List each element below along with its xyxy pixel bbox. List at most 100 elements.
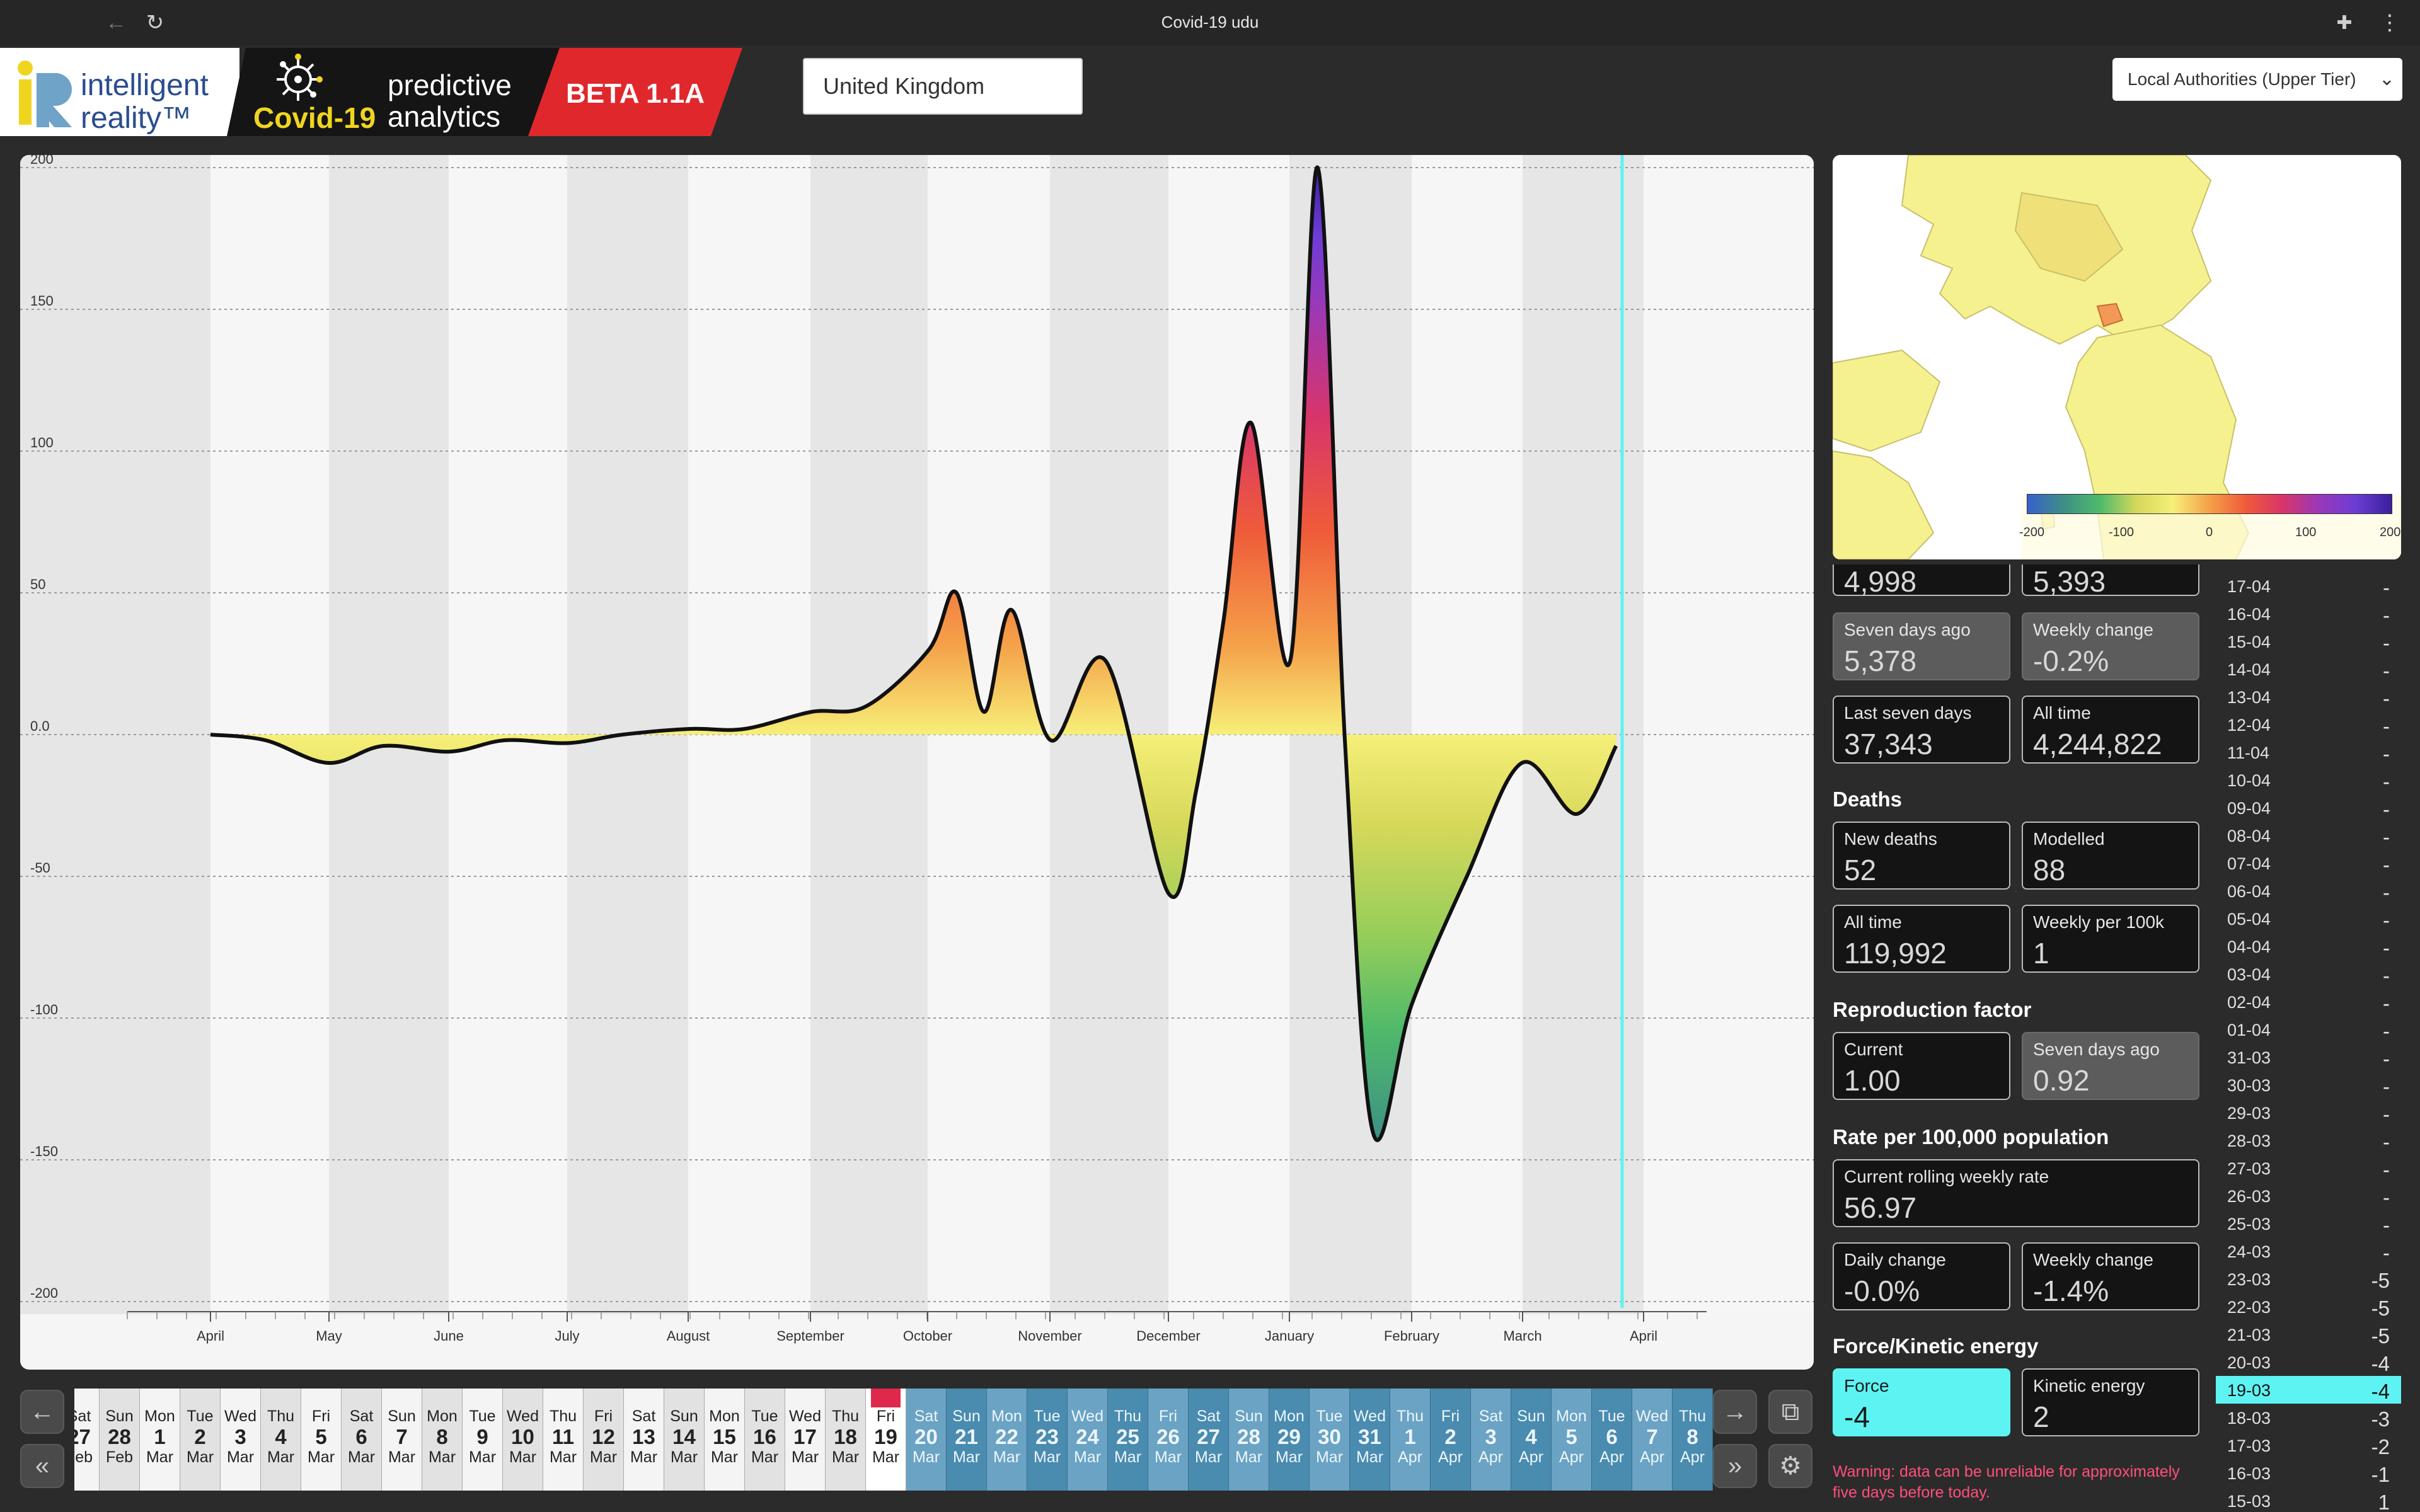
timeline-day[interactable]: Mon 22 Mar	[987, 1389, 1027, 1491]
map-region-northern-ireland[interactable]	[1833, 349, 1941, 452]
list-item[interactable]: 16-03 -1	[2216, 1459, 2401, 1487]
list-item[interactable]: 15-04 -	[2216, 627, 2401, 655]
timeline-day[interactable]: Thu 8 Apr	[1673, 1389, 1713, 1491]
list-item[interactable]: 01-04 -	[2216, 1016, 2401, 1043]
list-item[interactable]: 16-04 -	[2216, 600, 2401, 627]
timeline-day[interactable]: Sat 6 Mar	[342, 1389, 382, 1491]
list-item[interactable]: 17-04 -	[2216, 572, 2401, 600]
jump-forward-button[interactable]: »	[1713, 1444, 1757, 1488]
timeline-day[interactable]: Sun 28 Feb	[100, 1389, 140, 1491]
map-region-ireland[interactable]	[1833, 450, 1935, 559]
list-item[interactable]: 23-03 -5	[2216, 1265, 2401, 1293]
timeline-day[interactable]: Tue 30 Mar	[1310, 1389, 1350, 1491]
list-item[interactable]: 30-03 -	[2216, 1071, 2401, 1099]
list-item[interactable]: 05-04 -	[2216, 905, 2401, 932]
timeline-days[interactable]: Sat27FebSun28FebMon1MarTue2MarWed3MarThu…	[74, 1389, 1726, 1491]
timeline-day[interactable]: Wed 3 Mar	[221, 1389, 261, 1491]
list-item[interactable]: 24-03 -	[2216, 1237, 2401, 1265]
timeline-day[interactable]: Fri 2 Apr	[1431, 1389, 1471, 1491]
timeline-day[interactable]: Wed 17 Mar	[785, 1389, 826, 1491]
timeline-day[interactable]: Mon 29 Mar	[1269, 1389, 1310, 1491]
timeline-day[interactable]: Fri 19 Mar	[866, 1389, 906, 1491]
map-region-highlight[interactable]	[2096, 302, 2124, 328]
step-back-button[interactable]: ←	[20, 1390, 64, 1434]
timeline-day[interactable]: Tue 9 Mar	[463, 1389, 503, 1491]
uk-choropleth-map[interactable]: -200 -100 0 100 200	[1833, 155, 2401, 559]
timeline-day[interactable]: Wed 24 Mar	[1068, 1389, 1108, 1491]
timeline-day[interactable]: Sun 14 Mar	[664, 1389, 705, 1491]
list-item[interactable]: 09-04 -	[2216, 794, 2401, 822]
list-item[interactable]: 31-03 -	[2216, 1043, 2401, 1071]
list-item[interactable]: 19-03 -4	[2216, 1376, 2401, 1404]
list-item[interactable]: 13-04 -	[2216, 683, 2401, 711]
list-item[interactable]: 20-03 -4	[2216, 1348, 2401, 1376]
list-item[interactable]: 10-04 -	[2216, 766, 2401, 794]
list-item[interactable]: 25-03 -	[2216, 1210, 2401, 1237]
date-timeline[interactable]: ← « Sat27FebSun28FebMon1MarTue2MarWed3Ma…	[20, 1389, 2419, 1496]
timeline-day[interactable]: Sun 7 Mar	[382, 1389, 422, 1491]
list-item[interactable]: 03-04 -	[2216, 960, 2401, 988]
timeline-day[interactable]: Sat 13 Mar	[624, 1389, 664, 1491]
timeline-day[interactable]: Fri 26 Mar	[1148, 1389, 1189, 1491]
timeline-day[interactable]: Wed 31 Mar	[1350, 1389, 1390, 1491]
list-item[interactable]: 29-03 -	[2216, 1099, 2401, 1126]
daily-force-list[interactable]: 17-04-16-04-15-04-14-04-13-04-12-04-11-0…	[2216, 564, 2401, 1512]
region-search-input[interactable]: United Kingdom	[803, 58, 1083, 115]
list-item[interactable]: 12-04 -	[2216, 711, 2401, 738]
force-chart[interactable]: 200 150 100 50 0.0 -50 -100 -150 -200 April May Ju…	[20, 155, 1814, 1370]
timeline-day-month: Mar	[388, 1448, 416, 1467]
list-item[interactable]: 22-03 -5	[2216, 1293, 2401, 1320]
settings-button[interactable]: ⚙	[1768, 1444, 1812, 1488]
list-item[interactable]: 26-03 -	[2216, 1182, 2401, 1210]
timeline-day[interactable]: Fri 12 Mar	[584, 1389, 624, 1491]
timeline-day[interactable]: Thu 25 Mar	[1108, 1389, 1148, 1491]
timeline-day[interactable]: Sun 28 Mar	[1229, 1389, 1269, 1491]
list-item[interactable]: 02-04 -	[2216, 988, 2401, 1016]
timeline-day[interactable]: Tue 2 Mar	[180, 1389, 221, 1491]
y-tick-label: 200	[30, 155, 54, 167]
list-item[interactable]: 27-03 -	[2216, 1154, 2401, 1182]
list-item[interactable]: 28-03 -	[2216, 1126, 2401, 1154]
force-chart-panel[interactable]: 200 150 100 50 0.0 -50 -100 -150 -200 April May Ju…	[20, 155, 1814, 1370]
list-item[interactable]: 04-04 -	[2216, 932, 2401, 960]
timeline-day[interactable]: Fri 5 Mar	[301, 1389, 342, 1491]
timeline-day[interactable]: Sat 3 Apr	[1471, 1389, 1511, 1491]
list-item[interactable]: 11-04 -	[2216, 738, 2401, 766]
list-item[interactable]: 07-04 -	[2216, 849, 2401, 877]
intelligent-reality-logo[interactable]: intelligent reality™	[0, 48, 239, 136]
extensions-puzzle-icon[interactable]: ✚	[2336, 12, 2353, 33]
timeline-day[interactable]: Thu 18 Mar	[826, 1389, 866, 1491]
popout-button[interactable]: ⧉	[1768, 1390, 1812, 1434]
timeline-day[interactable]: Thu 11 Mar	[543, 1389, 584, 1491]
step-forward-button[interactable]: →	[1713, 1390, 1757, 1434]
list-item[interactable]: 06-04 -	[2216, 877, 2401, 905]
timeline-day[interactable]: Thu 4 Mar	[261, 1389, 301, 1491]
timeline-day[interactable]: Wed 10 Mar	[503, 1389, 543, 1491]
timeline-day[interactable]: Thu 1 Apr	[1390, 1389, 1431, 1491]
jump-back-button[interactable]: «	[20, 1444, 64, 1488]
list-item[interactable]: 08-04 -	[2216, 822, 2401, 849]
timeline-day[interactable]: Sat 27 Mar	[1189, 1389, 1229, 1491]
timeline-day[interactable]: Sun 21 Mar	[947, 1389, 987, 1491]
map-region-scotland-east[interactable]	[2014, 192, 2124, 282]
timeline-day[interactable]: Mon 8 Mar	[422, 1389, 463, 1491]
timeline-day[interactable]: Mon 5 Apr	[1552, 1389, 1592, 1491]
timeline-day[interactable]: Tue 16 Mar	[745, 1389, 785, 1491]
timeline-day[interactable]: Wed 7 Apr	[1632, 1389, 1673, 1491]
more-menu-icon[interactable]: ⋮	[2379, 11, 2400, 35]
timeline-day[interactable]: Tue 23 Mar	[1027, 1389, 1068, 1491]
timeline-day[interactable]: Mon 1 Mar	[140, 1389, 180, 1491]
timeline-day[interactable]: Mon 15 Mar	[705, 1389, 745, 1491]
list-item[interactable]: 17-03 -2	[2216, 1431, 2401, 1459]
list-item[interactable]: 18-03 -3	[2216, 1404, 2401, 1431]
timeline-day[interactable]: Tue 6 Apr	[1592, 1389, 1632, 1491]
list-item[interactable]: 14-04 -	[2216, 655, 2401, 683]
timeline-day[interactable]: Sat 20 Mar	[906, 1389, 947, 1491]
timeline-day[interactable]: Sun 4 Apr	[1511, 1389, 1552, 1491]
list-item[interactable]: 15-03 1	[2216, 1487, 2401, 1512]
back-arrow-icon[interactable]: ←	[105, 10, 127, 35]
reload-icon[interactable]: ↻	[146, 11, 164, 35]
timeline-day[interactable]: Sat27Feb	[74, 1389, 100, 1491]
area-level-select[interactable]: Local Authorities (Upper Tier) ⌄	[2112, 58, 2402, 101]
list-item[interactable]: 21-03 -5	[2216, 1320, 2401, 1348]
